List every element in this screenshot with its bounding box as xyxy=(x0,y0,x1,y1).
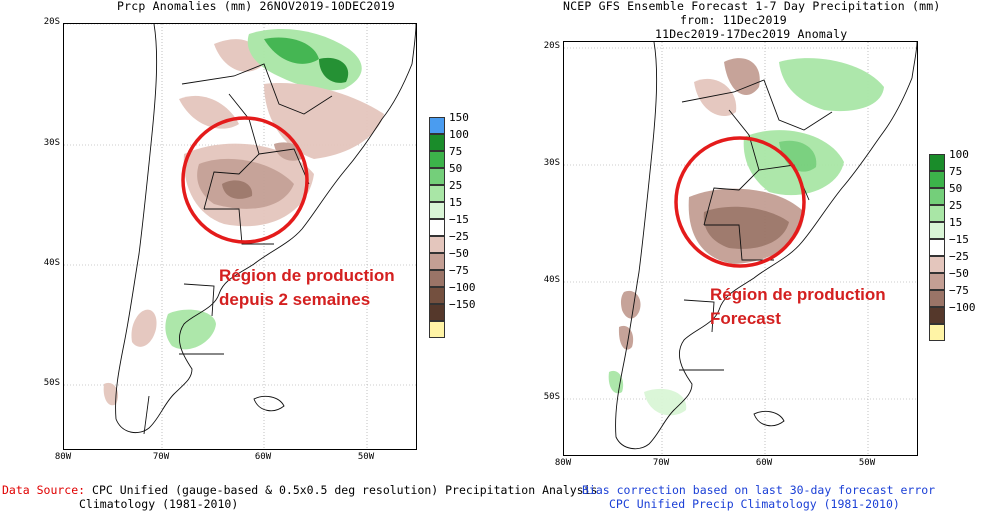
left-legend-swatch xyxy=(429,151,445,168)
right-annotation-line1: Région de production xyxy=(710,285,886,304)
left-legend-swatch xyxy=(429,253,445,270)
right-lon-label-50w: 50W xyxy=(858,458,876,468)
left-legend-label: 25 xyxy=(449,179,463,192)
left-footer-line2: Climatology (1981-2010) xyxy=(79,497,239,511)
right-legend-swatch xyxy=(929,273,945,290)
left-legend-swatch xyxy=(429,117,445,134)
left-lat-label-50s: 50S xyxy=(43,378,60,388)
right-lat-label-30s: 30S xyxy=(543,158,560,168)
left-lon-label-60w: 60W xyxy=(254,452,272,462)
left-legend-swatch xyxy=(429,287,445,304)
right-legend-swatch xyxy=(929,256,945,273)
left-coastlines xyxy=(115,24,416,435)
right-legend-swatch xyxy=(929,239,945,256)
data-source-label: Data Source: xyxy=(2,483,86,497)
right-legend-swatch xyxy=(929,290,945,307)
right-legend-label: 50 xyxy=(949,182,963,195)
right-legend-swatch xyxy=(929,154,945,171)
right-map-title-line2: from: 11Dec2019 xyxy=(680,13,787,27)
left-anomaly-shading xyxy=(103,29,384,406)
left-lon-label-80w: 80W xyxy=(54,452,72,462)
right-region-circle xyxy=(674,136,806,268)
left-legend-swatch xyxy=(429,219,445,236)
right-coastlines xyxy=(615,42,917,450)
left-annotation-line2: depuis 2 semaines xyxy=(219,290,371,309)
left-legend-label: −50 xyxy=(449,247,469,260)
left-map-canvas xyxy=(64,24,416,449)
left-lon-label-50w: 50W xyxy=(357,452,375,462)
right-map-title-line1: NCEP GFS Ensemble Forecast 1-7 Day Preci… xyxy=(563,0,941,13)
right-legend-swatch xyxy=(929,222,945,239)
left-legend-label: −75 xyxy=(449,264,469,277)
right-map-canvas xyxy=(564,42,917,455)
right-legend-label: −15 xyxy=(949,233,969,246)
right-lon-label-80w: 80W xyxy=(554,458,572,468)
right-footer-line2: CPC Unified Precip Climatology (1981-201… xyxy=(609,497,900,511)
right-legend-label: 75 xyxy=(949,165,963,178)
data-source-text: CPC Unified (gauge-based & 0.5x0.5 deg r… xyxy=(92,483,598,497)
left-legend-swatch xyxy=(429,236,445,253)
left-map-title: Prcp Anomalies (mm) 26NOV2019-10DEC2019 xyxy=(117,0,395,13)
left-footer-line1: Data Source: CPC Unified (gauge-based & … xyxy=(2,483,597,497)
right-legend-swatch xyxy=(929,205,945,222)
right-lon-label-70w: 70W xyxy=(652,458,670,468)
left-legend-swatch xyxy=(429,134,445,151)
left-legend-label: −15 xyxy=(449,213,469,226)
left-annotation-line1: Région de production xyxy=(219,266,395,285)
left-annotation: Région de production depuis 2 semaines xyxy=(219,264,395,312)
right-legend-label: −100 xyxy=(949,301,976,314)
left-legend-label: −100 xyxy=(449,281,476,294)
right-legend-swatch xyxy=(929,307,945,324)
left-legend-swatch xyxy=(429,321,445,338)
left-region-circle xyxy=(181,116,309,244)
right-lat-label-40s: 40S xyxy=(543,275,560,285)
left-legend-swatch xyxy=(429,202,445,219)
right-lon-label-60w: 60W xyxy=(755,458,773,468)
right-legend-label: −75 xyxy=(949,284,969,297)
left-legend-label: 50 xyxy=(449,162,463,175)
left-legend-swatch xyxy=(429,185,445,202)
right-legend-swatch xyxy=(929,188,945,205)
left-legend-label: 15 xyxy=(449,196,463,209)
right-map-title-line3: 11Dec2019-17Dec2019 Anomaly xyxy=(655,27,848,41)
right-legend-label: 100 xyxy=(949,148,969,161)
right-legend-swatch xyxy=(929,324,945,341)
left-lat-label-30s: 30S xyxy=(43,138,60,148)
right-lat-label-20s: 20S xyxy=(543,41,560,51)
right-map xyxy=(563,41,918,456)
left-legend-label: −150 xyxy=(449,298,476,311)
right-footer-line1: Bias correction based on last 30-day for… xyxy=(582,483,936,497)
right-anomaly-shading xyxy=(608,58,884,416)
left-legend-label: 150 xyxy=(449,111,469,124)
left-legend-swatch xyxy=(429,304,445,321)
left-map xyxy=(63,23,417,450)
right-legend-label: −25 xyxy=(949,250,969,263)
left-legend-label: 100 xyxy=(449,128,469,141)
right-legend-swatch xyxy=(929,171,945,188)
right-legend-label: −50 xyxy=(949,267,969,280)
right-legend-label: 25 xyxy=(949,199,963,212)
left-lat-label-20s: 20S xyxy=(43,17,60,27)
right-lat-label-50s: 50S xyxy=(543,392,560,402)
left-legend-label: −25 xyxy=(449,230,469,243)
right-legend-label: 15 xyxy=(949,216,963,229)
left-lat-label-40s: 40S xyxy=(43,258,60,268)
left-legend-label: 75 xyxy=(449,145,463,158)
right-annotation-line2: Forecast xyxy=(710,309,781,328)
right-annotation: Région de production Forecast xyxy=(710,283,886,331)
left-lon-label-70w: 70W xyxy=(152,452,170,462)
left-legend-swatch xyxy=(429,270,445,287)
left-legend-swatch xyxy=(429,168,445,185)
